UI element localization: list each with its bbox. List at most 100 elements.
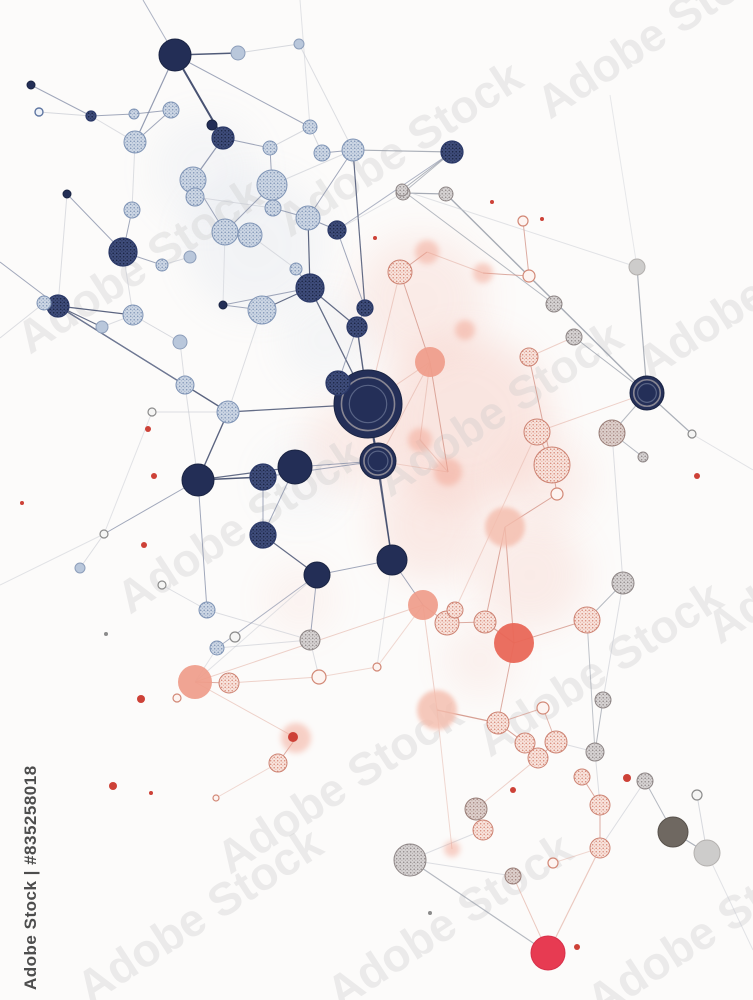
node — [434, 458, 462, 486]
edge — [401, 189, 555, 305]
node — [327, 220, 347, 240]
node — [341, 138, 365, 162]
edge — [377, 361, 431, 462]
node — [218, 300, 228, 310]
edge — [706, 852, 753, 951]
node — [356, 299, 374, 317]
node — [26, 80, 36, 90]
edge — [611, 432, 624, 584]
edge — [103, 411, 153, 535]
edge — [691, 433, 753, 471]
node — [149, 791, 153, 795]
edge — [228, 676, 320, 684]
node — [181, 463, 215, 497]
node — [249, 463, 277, 491]
node — [393, 843, 427, 877]
node — [299, 629, 321, 651]
node — [657, 816, 689, 848]
edge — [609, 94, 638, 268]
node-inner-ring — [632, 378, 662, 408]
node-inner-ring — [348, 384, 388, 424]
edge — [30, 84, 92, 117]
node — [687, 429, 697, 439]
node — [172, 693, 182, 703]
node — [264, 199, 282, 217]
node — [585, 742, 605, 762]
edge — [194, 196, 274, 209]
node — [485, 507, 525, 547]
node — [209, 640, 225, 656]
node — [183, 250, 197, 264]
edge — [352, 149, 453, 153]
node — [289, 262, 303, 276]
node — [373, 236, 377, 240]
node — [249, 521, 277, 549]
node — [123, 130, 147, 154]
node — [533, 446, 571, 484]
node — [104, 632, 108, 636]
node — [472, 819, 494, 841]
edge — [318, 666, 378, 678]
node — [95, 320, 109, 334]
node — [230, 45, 246, 61]
edge — [57, 305, 134, 316]
edge — [586, 619, 596, 753]
node — [594, 691, 612, 709]
node — [74, 562, 86, 574]
node — [36, 295, 52, 311]
node — [157, 580, 167, 590]
node — [155, 258, 169, 272]
edge — [174, 54, 311, 128]
node — [158, 38, 192, 72]
edge — [336, 151, 453, 231]
edge — [216, 639, 311, 649]
node — [229, 631, 241, 643]
node — [172, 334, 188, 350]
node-inner-ring — [340, 376, 396, 432]
node — [598, 419, 626, 447]
node — [395, 183, 409, 197]
node — [185, 187, 205, 207]
edge — [269, 126, 311, 149]
edge — [57, 305, 186, 386]
node — [415, 347, 445, 377]
node — [376, 544, 408, 576]
node — [346, 316, 368, 338]
node — [550, 487, 564, 501]
edge — [599, 780, 646, 849]
edge — [336, 192, 404, 231]
node — [536, 701, 550, 715]
node — [137, 695, 145, 703]
node — [428, 911, 432, 915]
node — [589, 837, 611, 859]
node — [175, 375, 195, 395]
node — [151, 473, 157, 479]
node — [473, 263, 493, 283]
node — [611, 571, 635, 595]
node — [123, 201, 141, 219]
node — [313, 144, 331, 162]
node — [519, 347, 539, 367]
node — [527, 747, 549, 769]
node — [141, 542, 147, 548]
node — [147, 407, 157, 417]
edge — [227, 309, 263, 413]
node-inner-ring — [637, 383, 657, 403]
node — [510, 787, 516, 793]
node — [490, 200, 494, 204]
node — [216, 400, 240, 424]
edge — [206, 609, 311, 641]
node — [128, 108, 140, 120]
edge — [307, 149, 354, 219]
node — [302, 119, 318, 135]
node — [530, 935, 566, 971]
node — [589, 794, 611, 816]
node — [295, 273, 325, 303]
edge — [399, 271, 431, 363]
node — [544, 730, 568, 754]
node — [145, 426, 151, 432]
edge — [194, 681, 297, 739]
edge — [0, 302, 45, 339]
